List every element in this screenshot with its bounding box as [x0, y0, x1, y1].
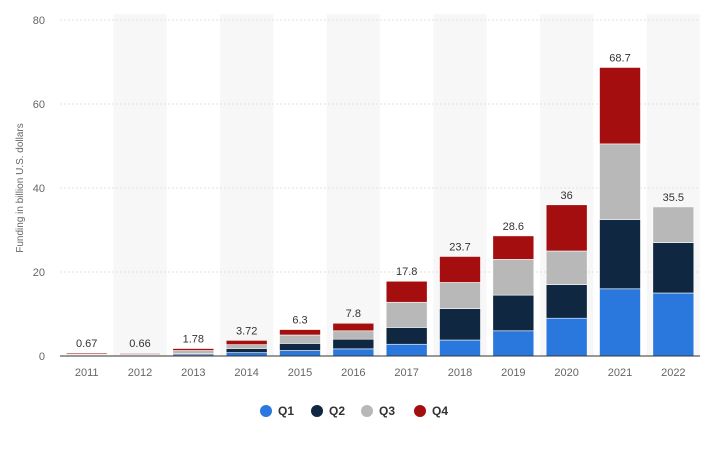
bar-2022-Q3[interactable]	[652, 206, 695, 243]
bar-2017-Q4[interactable]	[385, 280, 428, 303]
band-2016	[326, 14, 380, 356]
x-axis-ticks: 2011 2012 2013 2014 2015 2016 2017 2018 2019 2020…	[75, 367, 686, 379]
bar-2017-Q1[interactable]	[385, 343, 428, 357]
total-label-2022: 35.5	[663, 192, 684, 204]
band-2014	[220, 14, 274, 356]
bar-2020-Q3[interactable]	[545, 250, 588, 285]
bar-2016-Q1[interactable]	[332, 348, 375, 357]
total-label-2015: 6.3	[292, 315, 307, 327]
gridlines	[60, 19, 700, 273]
x-tick-2016: 2016	[341, 367, 365, 379]
bar-2018-Q2[interactable]	[439, 308, 481, 341]
legend-label-Q4: Q4	[432, 404, 448, 418]
bar-2019-Q4[interactable]	[492, 235, 535, 260]
x-tick-2015: 2015	[288, 367, 312, 379]
x-tick-2011: 2011	[75, 367, 99, 379]
legend-label-Q2: Q2	[329, 404, 345, 418]
total-label-2016: 7.8	[346, 308, 361, 320]
bar-2021-Q3[interactable]	[599, 143, 641, 220]
y-tick-0: 0	[39, 351, 45, 363]
band-2012	[113, 14, 167, 356]
total-label-2013: 1.78	[183, 334, 204, 346]
legend-label-Q3: Q3	[379, 404, 395, 418]
total-label-2019: 28.6	[503, 221, 524, 233]
total-label-2014: 3.72	[236, 325, 257, 337]
legend-item-Q4[interactable]: Q4	[414, 404, 448, 418]
legend-item-Q3[interactable]: Q3	[361, 404, 395, 418]
y-tick-20: 20	[33, 267, 45, 279]
bar-2017-Q2[interactable]	[385, 327, 428, 345]
bar-2013-Q4[interactable]	[172, 348, 215, 351]
legend-marker-Q1	[260, 405, 272, 417]
x-tick-2022: 2022	[661, 367, 685, 379]
x-tick-2020: 2020	[554, 367, 578, 379]
legend-marker-Q3	[361, 405, 373, 417]
bar-2014-Q1[interactable]	[225, 352, 268, 357]
bar-2018-Q3[interactable]	[439, 282, 481, 309]
bar-2019-Q3[interactable]	[492, 259, 535, 296]
bar-2018-Q1[interactable]	[439, 339, 481, 357]
bar-2016-Q2[interactable]	[332, 338, 375, 350]
bar-2014-Q4[interactable]	[225, 340, 268, 345]
bar-2016-Q4[interactable]	[332, 322, 375, 332]
bar-2014-Q2[interactable]	[225, 348, 268, 353]
y-tick-40: 40	[33, 183, 45, 195]
y-tick-60: 60	[33, 99, 45, 111]
bar-2021-Q2[interactable]	[599, 219, 641, 290]
legend[interactable]: Q1 Q2 Q3 Q4	[260, 404, 448, 418]
bar-2015-Q2[interactable]	[279, 343, 321, 351]
y-axis-ticks: 0 20 40 60 80	[33, 15, 45, 363]
x-tick-2021: 2021	[608, 367, 632, 379]
bar-2022-Q2[interactable]	[652, 242, 695, 294]
bar-2021-Q4[interactable]	[599, 67, 641, 145]
bar-2012-Q4[interactable]	[119, 352, 161, 355]
bar-2016-Q3[interactable]	[332, 330, 375, 340]
bar-2014-Q3[interactable]	[225, 344, 268, 349]
bar-2021-Q1[interactable]	[599, 288, 641, 357]
bar-2020-Q4[interactable]	[545, 204, 588, 252]
x-tick-2012: 2012	[128, 367, 152, 379]
bar-2019-Q1[interactable]	[492, 330, 535, 357]
legend-label-Q1: Q1	[278, 404, 294, 418]
y-axis-label: Funding in billion U.S. dollars	[15, 123, 26, 253]
x-tick-2013: 2013	[181, 367, 205, 379]
total-label-2012: 0.66	[129, 338, 150, 350]
total-labels: 0.67 0.66 1.78 3.72 6.3 7.8 17.8 23.7 28.6 36 68.7…	[76, 52, 684, 350]
bar-2015-Q1[interactable]	[279, 350, 321, 357]
bar-2011-Q4[interactable]	[65, 352, 108, 355]
legend-item-Q1[interactable]: Q1	[260, 404, 294, 418]
bar-2022-Q1[interactable]	[652, 292, 695, 357]
bar-2018-Q4[interactable]	[439, 256, 481, 283]
x-tick-2014: 2014	[234, 367, 258, 379]
bar-2017-Q3[interactable]	[385, 301, 428, 328]
bar-2020-Q1[interactable]	[545, 317, 588, 357]
x-tick-2018: 2018	[448, 367, 472, 379]
bars	[65, 67, 695, 357]
legend-item-Q2[interactable]: Q2	[311, 404, 345, 418]
x-tick-2019: 2019	[501, 367, 525, 379]
total-label-2017: 17.8	[396, 266, 417, 278]
bar-2015-Q4[interactable]	[279, 329, 321, 336]
total-label-2018: 23.7	[449, 241, 470, 253]
bar-2015-Q3[interactable]	[279, 334, 321, 344]
bar-2019-Q2[interactable]	[492, 294, 535, 332]
bar-2013-Q3[interactable]	[172, 350, 215, 354]
y-tick-80: 80	[33, 15, 45, 27]
bar-2020-Q2[interactable]	[545, 284, 588, 319]
legend-marker-Q4	[414, 405, 426, 417]
total-label-2011: 0.67	[76, 338, 97, 350]
total-label-2020: 36	[561, 190, 573, 202]
legend-marker-Q2	[311, 405, 323, 417]
total-label-2021: 68.7	[609, 52, 630, 64]
x-tick-2017: 2017	[394, 367, 418, 379]
